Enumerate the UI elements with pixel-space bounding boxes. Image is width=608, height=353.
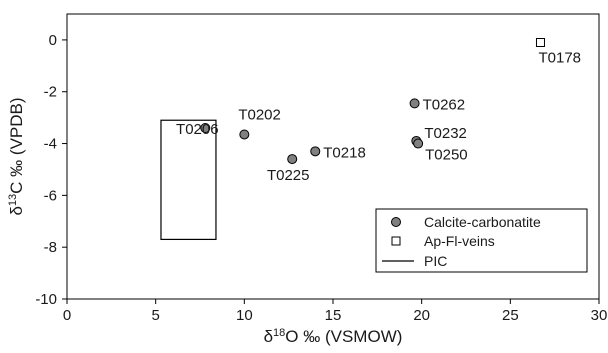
y-tick-label: -10 bbox=[35, 291, 57, 308]
y-tick-label: 0 bbox=[49, 32, 57, 49]
data-point bbox=[200, 123, 211, 133]
x-tick-label: 10 bbox=[236, 307, 253, 324]
data-point bbox=[287, 154, 298, 165]
data-point bbox=[310, 146, 321, 157]
point-label: T0262 bbox=[423, 96, 466, 113]
data-point bbox=[409, 98, 420, 109]
legend-entry: Ap-Fl-veins bbox=[424, 233, 495, 249]
pic-region bbox=[160, 119, 217, 241]
y-tick-label: -4 bbox=[44, 136, 57, 153]
y-tick-label: -6 bbox=[44, 187, 57, 204]
x-tick-label: 20 bbox=[413, 307, 430, 324]
point-label: T0225 bbox=[267, 167, 310, 184]
point-label: T0218 bbox=[323, 144, 366, 161]
legend-marker-circle bbox=[391, 217, 401, 227]
x-tick-label: 15 bbox=[325, 307, 342, 324]
y-tick-label: -2 bbox=[44, 84, 57, 101]
y-axis-title: δ13C ‰ (VPDB) bbox=[7, 97, 26, 215]
point-label: T0250 bbox=[425, 147, 468, 164]
x-tick-label: 30 bbox=[591, 307, 608, 324]
x-tick-label: 25 bbox=[502, 307, 519, 324]
legend-marker-square bbox=[391, 236, 401, 246]
x-axis-title: δ18O ‰ (VSMOW) bbox=[264, 327, 403, 346]
data-point bbox=[239, 129, 250, 140]
x-tick-label: 5 bbox=[151, 307, 159, 324]
point-label: T0202 bbox=[238, 106, 281, 123]
x-tick-label: 0 bbox=[63, 307, 71, 324]
plot-area: 0 5 10 15 20 25 30 0 -2 -4 -6 -8 -10 δ18O ‰ (VSMOW) δ1… bbox=[7, 13, 608, 346]
legend-entry: PIC bbox=[424, 253, 447, 269]
data-point bbox=[413, 138, 424, 149]
legend-entry: Calcite-carbonatite bbox=[424, 214, 541, 230]
y-tick-label: -8 bbox=[44, 239, 57, 256]
data-point-square bbox=[535, 38, 545, 47]
point-label: T0206 bbox=[176, 121, 219, 138]
point-label: T0232 bbox=[424, 125, 467, 142]
point-label: T0178 bbox=[538, 50, 581, 67]
